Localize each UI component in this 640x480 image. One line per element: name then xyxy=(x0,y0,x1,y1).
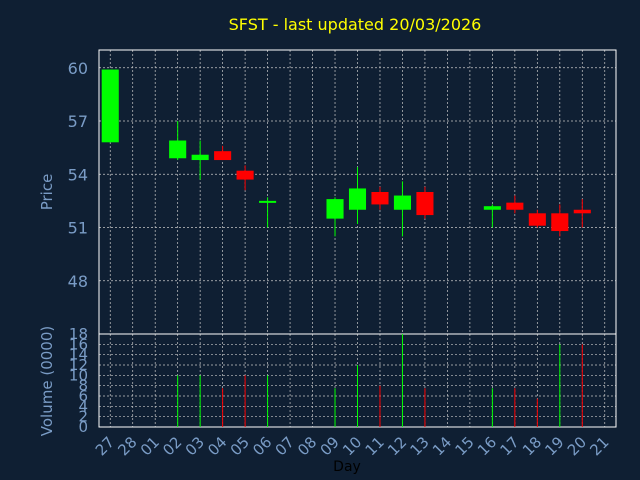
price-tick-label: 57 xyxy=(68,112,88,131)
candle-body xyxy=(416,192,434,216)
volume-tick-label: 6 xyxy=(78,387,88,405)
volume-tick-label: 16 xyxy=(69,335,88,353)
candle-body xyxy=(483,206,501,210)
volume-tick-label: 0 xyxy=(78,418,88,436)
candle-body xyxy=(191,154,209,161)
x-axis-label: Day xyxy=(333,459,361,475)
x-tick-label: 21 xyxy=(586,433,612,459)
candle-body xyxy=(214,151,232,161)
candle-body xyxy=(506,202,524,210)
candle-body xyxy=(551,213,569,232)
price-tick-label: 51 xyxy=(68,219,88,238)
volume-tick-label: 8 xyxy=(78,377,88,395)
volume-tick-label: 18 xyxy=(69,325,88,343)
price-axis-label: Price xyxy=(38,174,56,211)
candle-body xyxy=(169,140,187,159)
chart-title: SFST - last updated 20/03/2026 xyxy=(229,15,482,34)
price-tick-label: 48 xyxy=(68,272,88,291)
candle-body xyxy=(371,192,389,205)
candle-body xyxy=(326,199,344,219)
x-axis-ticks: 2728010203040506070809101112131415161718… xyxy=(92,433,613,459)
price-tick-label: 54 xyxy=(68,165,88,184)
price-tick-label: 60 xyxy=(68,59,88,78)
volume-axis-label: Volume (0000) xyxy=(38,326,56,436)
candle-body xyxy=(236,170,254,180)
volume-tick-label: 14 xyxy=(69,346,88,364)
candle-body xyxy=(573,209,591,214)
candle-body xyxy=(348,188,367,210)
price-panel: 48 51 54 57 60 xyxy=(68,49,617,335)
candle-body xyxy=(528,213,546,226)
volume-tick-label: 2 xyxy=(78,408,88,426)
volume-tick-label: 4 xyxy=(78,397,88,415)
volume-tick-label: 10 xyxy=(69,366,88,384)
volume-tick-label: 12 xyxy=(69,356,88,374)
candle-body xyxy=(259,200,277,203)
candle-body xyxy=(101,69,119,143)
candle-body xyxy=(393,195,411,210)
